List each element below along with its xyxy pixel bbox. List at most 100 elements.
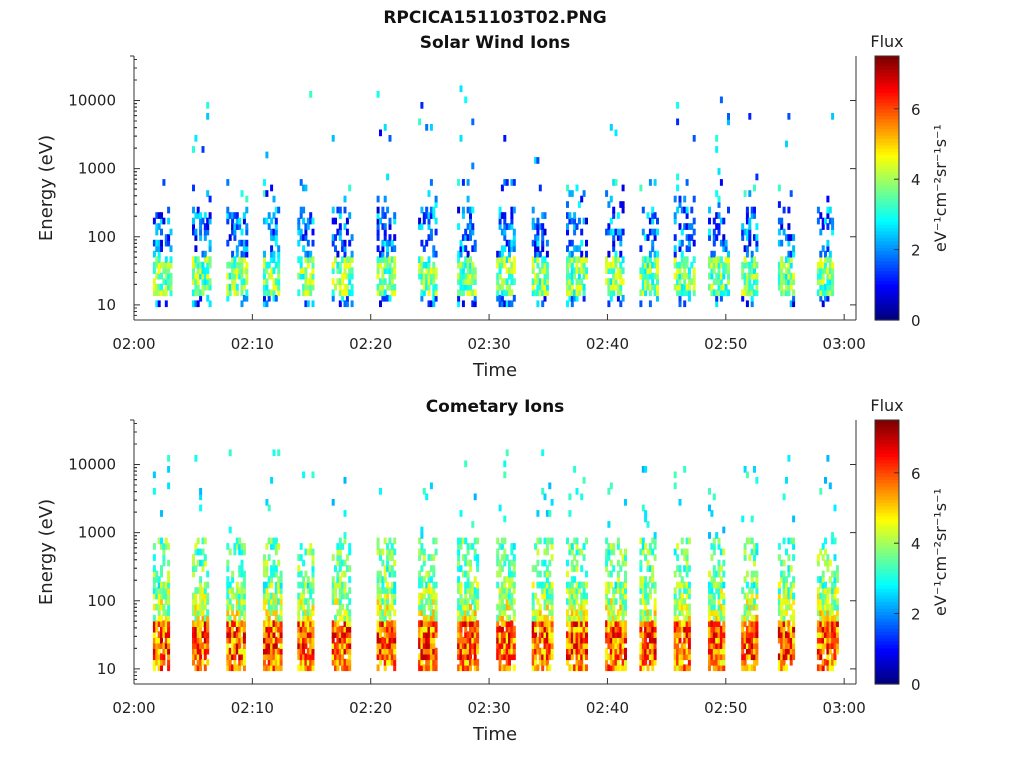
cometary-flux-cell — [331, 581, 335, 589]
solar-wind-flux-cell — [267, 223, 271, 230]
cometary-flux-cell — [496, 570, 500, 578]
cometary-flux-cell — [753, 664, 756, 672]
solar-wind-flux-cell — [741, 267, 745, 274]
solar-wind-flux-cell — [710, 272, 714, 280]
cometary-flux-cell — [680, 647, 684, 655]
solar-wind-flux-cell — [826, 267, 830, 274]
cometary-flux-cell — [422, 554, 426, 561]
cometary-flux-cell — [274, 620, 278, 627]
cometary-flux-cell — [457, 543, 461, 550]
solar-wind-flux-cell — [727, 250, 730, 258]
cometary-flux-cell — [338, 625, 342, 633]
solar-wind-flux-cell — [573, 256, 577, 263]
cometary-flux-cell — [614, 664, 618, 672]
solar-wind-flux-cell — [457, 250, 461, 258]
cometary-flux-cell — [585, 625, 588, 633]
cometary-flux-cell — [422, 592, 426, 600]
cometary-flux-cell — [203, 625, 207, 633]
solar-wind-flux-cell — [580, 195, 584, 203]
cometary-flux-cell — [311, 559, 315, 567]
cometary-flux-cell — [201, 609, 205, 616]
cometary-flux-cell — [203, 559, 207, 567]
solar-wind-flux-cell — [512, 206, 516, 214]
cometary-flux-cell — [582, 664, 586, 672]
cometary-flux-cell — [719, 592, 723, 600]
solar-wind-flux-cell — [338, 278, 342, 285]
cometary-flux-cell — [422, 576, 426, 583]
cometary-flux-cell — [536, 609, 540, 616]
solar-wind-flux-cell — [466, 250, 470, 258]
cometary-colorbar-step — [875, 469, 899, 474]
cometary-flux-cell — [787, 642, 791, 649]
solar-wind-flux-cell — [710, 250, 714, 258]
cometary-flux-cell — [831, 625, 835, 633]
cometary-flux-cell — [432, 658, 436, 666]
cometary-flux-cell — [277, 559, 281, 567]
solar-wind-flux-cell — [272, 256, 276, 263]
cometary-flux-cell — [683, 587, 687, 594]
cometary-flux-cell — [393, 631, 397, 638]
solar-wind-flux-cell — [646, 234, 650, 241]
cometary-flux-cell — [753, 466, 756, 473]
cometary-flux-cell — [819, 636, 823, 644]
solar-wind-flux-cell — [683, 195, 687, 203]
cometary-flux-cell — [505, 554, 509, 561]
cometary-colorbar-step — [875, 429, 899, 434]
solar-wind-flux-cell — [427, 261, 431, 269]
solar-wind-flux-cell — [750, 289, 754, 297]
solar-wind-colorbar-step — [875, 141, 899, 146]
solar-wind-flux-cell — [692, 228, 696, 236]
cometary-flux-cell — [612, 543, 616, 550]
cometary-flux-cell — [789, 603, 793, 611]
cometary-flux-cell — [199, 493, 203, 501]
cometary-flux-cell — [196, 631, 200, 638]
cometary-flux-cell — [466, 603, 470, 611]
cometary-colorbar-step — [875, 647, 899, 652]
solar-wind-flux-cell — [464, 261, 468, 269]
cometary-flux-cell — [302, 581, 306, 589]
solar-wind-flux-cell — [338, 206, 342, 214]
cometary-flux-cell — [379, 488, 382, 495]
cometary-flux-cell — [297, 609, 301, 616]
solar-wind-flux-cell — [235, 272, 239, 280]
cometary-flux-cell — [311, 642, 315, 649]
solar-wind-y-tick-label: 10000 — [68, 92, 116, 110]
cometary-flux-cell — [580, 625, 584, 633]
cometary-flux-cell — [265, 614, 269, 622]
cometary-flux-cell — [274, 543, 278, 550]
cometary-flux-cell — [331, 499, 335, 506]
solar-wind-flux-cell — [577, 278, 581, 285]
cometary-flux-cell — [835, 625, 839, 633]
cometary-flux-cell — [263, 592, 266, 600]
cometary-flux-cell — [753, 548, 756, 556]
cometary-colorbar-step — [875, 581, 899, 586]
cometary-flux-cell — [334, 620, 337, 627]
cometary-flux-cell — [550, 587, 554, 594]
cometary-flux-cell — [541, 581, 545, 589]
solar-wind-flux-cell — [743, 278, 747, 285]
cometary-flux-cell — [624, 587, 627, 594]
solar-wind-flux-cell — [568, 217, 572, 225]
cometary-flux-cell — [496, 614, 500, 622]
solar-wind-flux-cell — [331, 217, 335, 225]
cometary-flux-cell — [393, 609, 397, 616]
cometary-flux-cell — [531, 592, 535, 600]
cometary-colorbar-tick-label: 6 — [911, 465, 921, 483]
cometary-flux-cell — [386, 598, 390, 605]
solar-wind-flux-cell — [534, 239, 538, 247]
solar-wind-flux-cell — [226, 212, 230, 219]
cometary-flux-cell — [541, 636, 545, 644]
cometary-flux-cell — [582, 653, 586, 661]
cometary-flux-cell — [789, 631, 793, 638]
cometary-flux-cell — [422, 620, 426, 627]
solar-wind-flux-cell — [680, 250, 684, 258]
solar-wind-flux-cell — [235, 212, 239, 219]
cometary-flux-cell — [568, 642, 572, 649]
solar-wind-flux-cell — [208, 256, 212, 263]
solar-wind-flux-cell — [508, 245, 511, 252]
cometary-flux-cell — [712, 598, 716, 605]
solar-wind-flux-cell — [609, 294, 613, 302]
cometary-flux-cell — [231, 576, 235, 583]
solar-wind-flux-cell — [245, 223, 249, 230]
cometary-flux-cell — [639, 620, 643, 627]
